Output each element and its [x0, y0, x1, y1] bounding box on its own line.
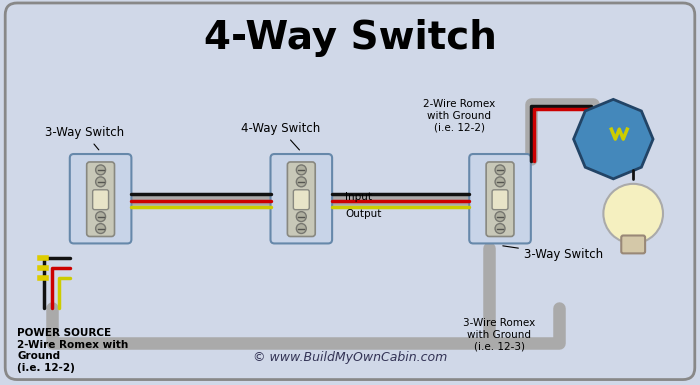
FancyBboxPatch shape	[288, 162, 315, 236]
Circle shape	[96, 165, 106, 175]
Polygon shape	[573, 99, 653, 179]
Text: © www.BuildMyOwnCabin.com: © www.BuildMyOwnCabin.com	[253, 351, 447, 364]
Text: 3-Wire Romex
with Ground
(i.e. 12-3): 3-Wire Romex with Ground (i.e. 12-3)	[463, 318, 536, 351]
FancyBboxPatch shape	[622, 236, 645, 253]
Text: 2-Wire Romex
with Ground
(i.e. 12-2): 2-Wire Romex with Ground (i.e. 12-2)	[424, 99, 496, 132]
Text: Input: Input	[345, 192, 372, 202]
Circle shape	[296, 212, 307, 222]
FancyBboxPatch shape	[293, 190, 309, 210]
Circle shape	[603, 184, 663, 243]
FancyBboxPatch shape	[469, 154, 531, 243]
Text: 4-Way Switch: 4-Way Switch	[241, 122, 320, 150]
FancyBboxPatch shape	[92, 190, 108, 210]
Circle shape	[495, 165, 505, 175]
Text: Output: Output	[345, 209, 382, 219]
Circle shape	[96, 224, 106, 234]
Circle shape	[96, 212, 106, 222]
Text: POWER SOURCE
2-Wire Romex with
Ground
(i.e. 12-2): POWER SOURCE 2-Wire Romex with Ground (i…	[17, 328, 128, 373]
Circle shape	[296, 224, 307, 234]
FancyBboxPatch shape	[270, 154, 332, 243]
FancyBboxPatch shape	[5, 3, 695, 380]
Circle shape	[495, 224, 505, 234]
Circle shape	[296, 165, 307, 175]
Circle shape	[96, 177, 106, 187]
FancyBboxPatch shape	[70, 154, 132, 243]
Text: 3-Way Switch: 3-Way Switch	[45, 126, 124, 150]
FancyBboxPatch shape	[87, 162, 115, 236]
FancyBboxPatch shape	[486, 162, 514, 236]
Text: 4-Way Switch: 4-Way Switch	[204, 19, 496, 57]
Text: 3-Way Switch: 3-Way Switch	[503, 246, 603, 261]
FancyBboxPatch shape	[492, 190, 508, 210]
Circle shape	[495, 212, 505, 222]
Circle shape	[495, 177, 505, 187]
Circle shape	[296, 177, 307, 187]
